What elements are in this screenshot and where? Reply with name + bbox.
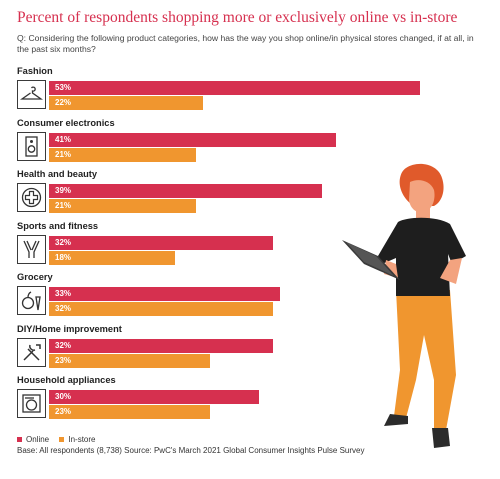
bar-value-label: 22% [55,98,72,107]
online-bar: 30% [49,390,259,404]
person-shirt [378,217,466,296]
instore-bar: 21% [49,199,196,213]
bar-value-label: 41% [55,134,72,144]
bar-value-label: 30% [55,392,72,401]
category-label: Sports and fitness [17,220,99,231]
laptop-screen [346,242,394,276]
bar-value-label: 18% [55,252,72,262]
bar-value-label: 53% [55,83,72,92]
speaker-icon [17,131,46,161]
category-label: Health and beauty [17,169,98,179]
person-with-laptop-illustration [342,163,466,448]
bar-value-label: 21% [55,149,72,159]
bar-value-label: 23% [55,355,72,365]
legend-instore: In-store [59,435,95,444]
bar-value-label: 39% [55,186,72,195]
online-bar: 32% [49,235,273,250]
person-right-shoe [432,428,450,448]
instore-bar: 32% [49,302,273,316]
legend-online-label: Online [26,435,50,444]
tools-icon [17,337,46,367]
instore-bar: 21% [49,147,196,162]
hanger-icon [17,80,46,109]
legend: Online In-store [17,435,103,444]
bar-value-label: 32% [55,304,72,313]
survey-question: Q: Considering the following product cat… [17,33,474,54]
person-face [409,180,435,213]
category-label: DIY/Home improvement [17,323,122,334]
person-right-arm [440,258,462,284]
category-label: Household appliances [17,375,116,385]
online-bar: 39% [49,184,322,198]
medical-cross-icon [17,183,46,212]
washing-machine-icon [17,389,46,418]
instore-bar: 23% [49,405,210,419]
online-bar: 32% [49,338,273,353]
online-bar: 33% [49,287,280,301]
person-left-shoe [384,414,408,426]
person-legs [394,290,456,430]
bar-value-label: 32% [55,340,72,350]
bar-value-label: 33% [55,289,72,298]
legend-instore-label: In-store [68,435,96,444]
instore-bar: 18% [49,250,175,265]
bar-value-label: 21% [55,201,72,210]
source-note: Base: All respondents (8,738) Source: Pw… [17,446,365,455]
category-label: Consumer electronics [17,117,115,128]
grocery-icon [17,286,46,315]
sports-icon [17,234,46,264]
bar-value-label: 32% [55,237,72,247]
online-swatch [17,437,22,443]
instore-swatch [59,437,65,443]
category-label: Grocery [17,272,53,282]
online-bar: 53% [49,81,420,95]
category-label: Fashion [17,66,53,76]
bar-value-label: 23% [55,407,72,416]
online-bar: 41% [49,132,336,147]
legend-online: Online [17,435,49,444]
instore-bar: 23% [49,353,210,368]
chart-title: Percent of respondents shopping more or … [17,9,458,26]
instore-bar: 22% [49,96,203,110]
